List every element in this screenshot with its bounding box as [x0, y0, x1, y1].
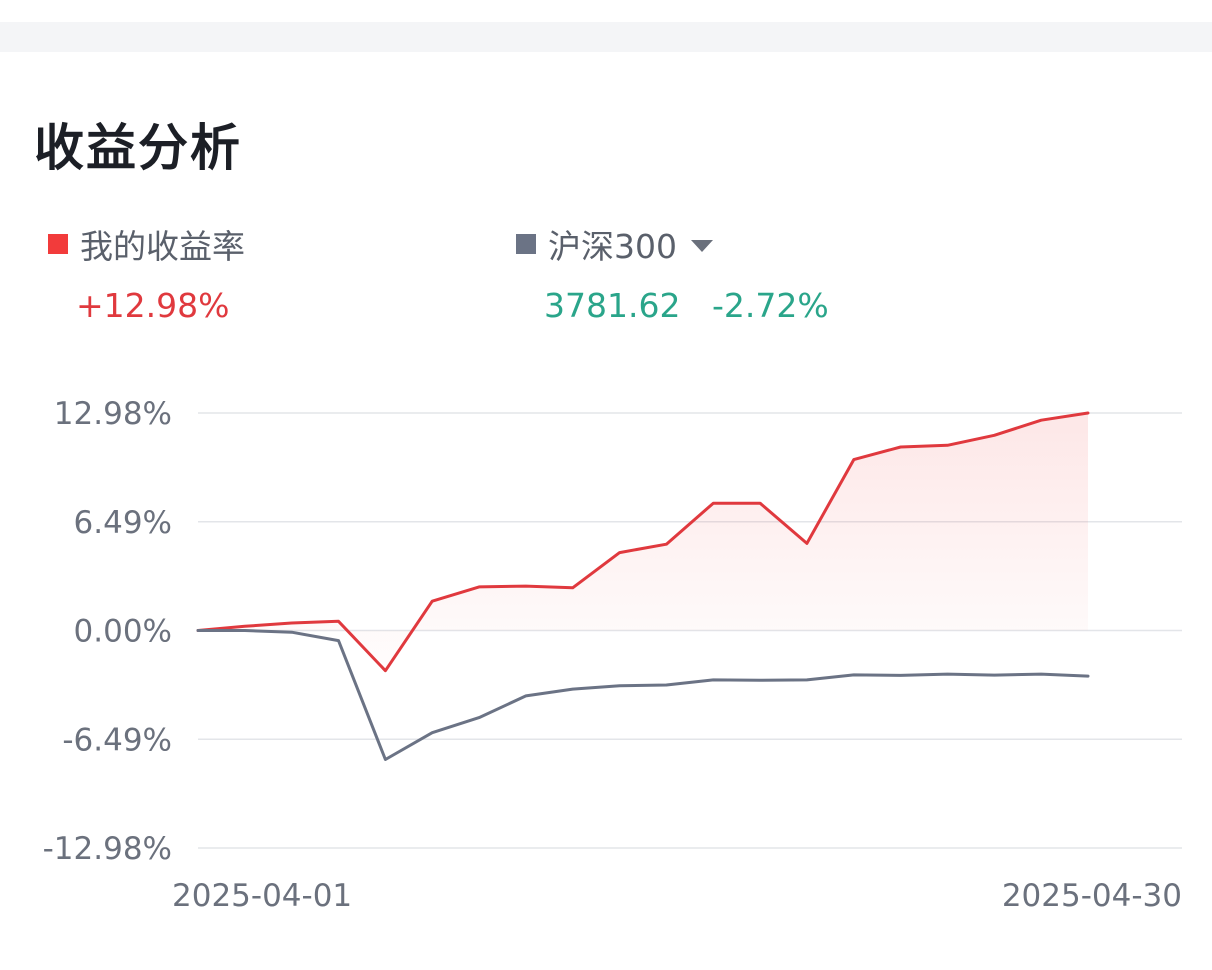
- x-tick-label: 2025-04-30: [1002, 878, 1182, 914]
- legend-label-my-return: 我的收益率: [80, 227, 245, 266]
- y-tick-label: -6.49%: [62, 722, 172, 758]
- page-title: 收益分析: [34, 119, 242, 177]
- benchmark-selector[interactable]: 沪深300: [516, 220, 713, 268]
- my-return-value: +12.98%: [76, 286, 230, 325]
- my-return-area-fill: [198, 413, 1088, 671]
- y-tick-label: 0.00%: [74, 614, 172, 650]
- x-tick-label: 2025-04-01: [172, 878, 352, 914]
- legend-swatch-benchmark: [516, 234, 536, 254]
- legend-swatch-my-return: [48, 234, 68, 254]
- y-tick-label: -12.98%: [43, 831, 172, 867]
- legend-label-benchmark: 沪深300: [548, 227, 677, 266]
- y-tick-label: 6.49%: [74, 505, 172, 541]
- legend-my-return: 我的收益率: [48, 220, 245, 268]
- y-tick-label: 12.98%: [54, 396, 172, 432]
- benchmark-index-value: 3781.62: [544, 286, 681, 325]
- series-line-benchmark: [196, 629, 1090, 761]
- series-line-my-return: [196, 411, 1090, 673]
- benchmark-change-value: -2.72%: [712, 286, 829, 325]
- top-divider-band: [0, 22, 1212, 52]
- dropdown-caret-icon[interactable]: [691, 240, 713, 252]
